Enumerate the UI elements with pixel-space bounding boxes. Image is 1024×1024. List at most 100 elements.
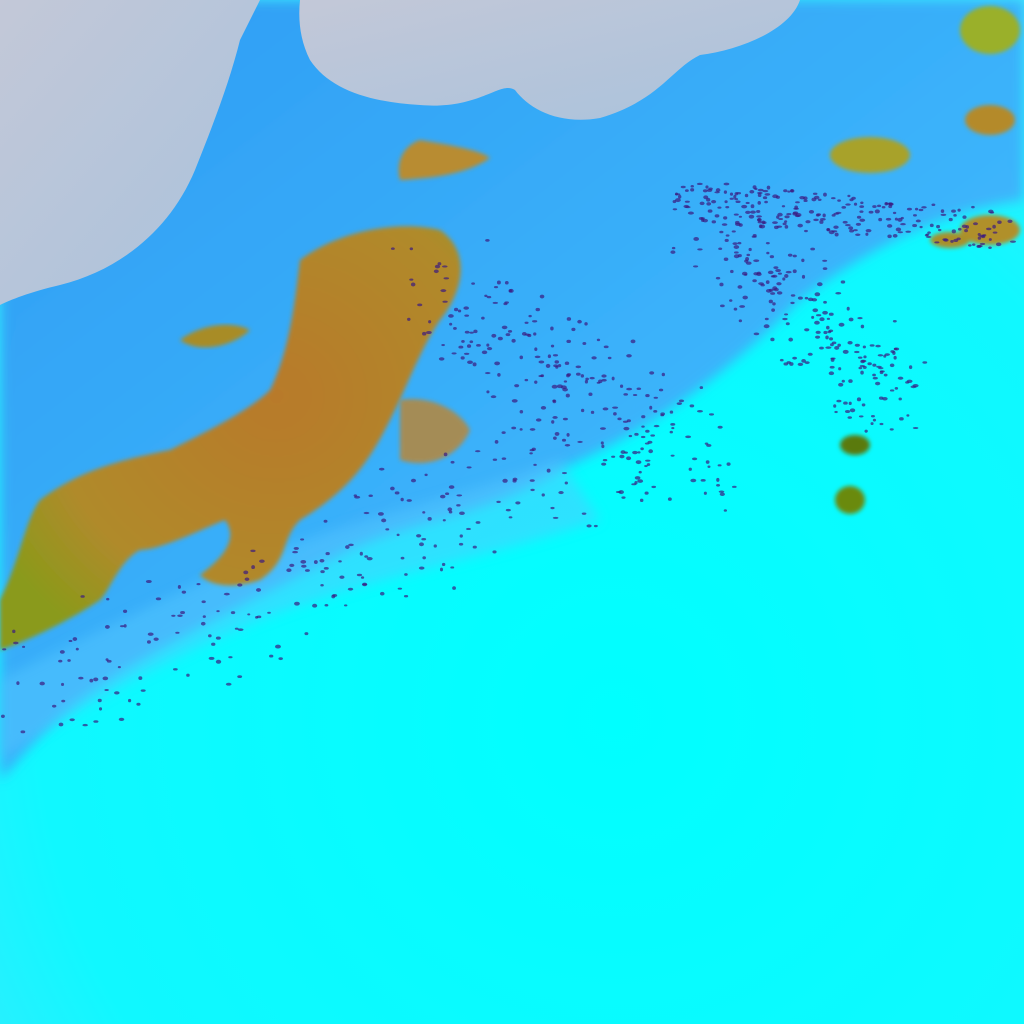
speckle [278,657,283,661]
speckle [776,291,783,295]
speckle [345,545,350,549]
speckle [422,511,426,514]
speckle [93,720,99,723]
speckle [93,677,99,682]
speckle [906,414,910,417]
speckle [200,621,206,626]
speckle [607,356,612,360]
speckle [843,401,848,405]
speckle [937,228,942,232]
speckle [874,381,881,386]
speckle [319,558,325,563]
speckle [466,344,472,348]
speckle [905,381,910,384]
speckle [940,209,945,213]
speckle [865,229,872,233]
speckle [626,456,632,461]
speckle [764,193,771,196]
speckle [442,300,448,303]
speckle [877,354,884,357]
speckle [155,597,162,601]
speckle [403,595,409,598]
speckle [684,189,689,192]
speckle [868,210,874,214]
speckle [379,591,385,596]
speckle [733,245,740,249]
speckle [140,689,146,692]
speckle [892,233,898,238]
speckle [658,388,664,392]
speckle [481,316,485,320]
speckle [601,462,607,466]
speckle [552,516,559,519]
speckle [742,295,748,300]
speckle [801,258,805,263]
speckle [104,624,110,629]
speckle [698,217,704,221]
speckle [737,241,742,245]
speckle [847,416,853,419]
speckle [830,357,836,360]
speckle [215,659,222,664]
speckle [768,288,774,292]
speckle [716,483,721,487]
speckle [790,294,796,297]
speckle [897,376,904,380]
speckle [404,573,408,576]
speckle [838,382,844,387]
speckle [20,730,26,734]
speckle [738,215,743,218]
speckle [293,546,299,550]
speckle [965,225,970,229]
speckle [16,681,20,686]
speckle [639,498,644,502]
speckle [416,534,422,538]
speckle [751,235,757,238]
speckle [708,413,715,416]
speckle [731,230,736,233]
speckle [763,324,770,329]
speckle [425,330,432,335]
speckle [331,594,336,599]
speckle [566,339,572,344]
speckle [848,226,854,230]
speckle [472,362,477,367]
speckle [223,592,230,596]
speckle [304,569,310,572]
speckle [865,232,869,236]
speckle [292,550,298,554]
speckle [555,365,559,369]
speckle [484,372,491,375]
speckle [433,544,437,548]
speckle [635,460,642,465]
speckle [756,210,761,214]
speckle [580,408,585,413]
speckle [603,345,609,349]
speckle [861,403,866,407]
speckle [748,214,755,219]
speckle [628,434,633,438]
speckle [366,556,373,561]
speckle [364,555,369,558]
speckle [706,202,712,206]
speckle [234,627,239,630]
speckle [925,233,930,236]
speckle [323,519,328,523]
speckle [651,485,657,489]
speckle [792,356,797,360]
speckle [775,195,780,199]
speckle [703,491,707,495]
speckle [775,268,781,273]
speckle [893,347,898,351]
speckle [300,538,305,541]
speckle [892,211,897,215]
speckle [797,296,803,300]
speckle [0,714,5,719]
speckle [825,335,829,340]
speckle [826,317,831,320]
speckle [900,223,906,226]
speckle [951,209,956,213]
speckle [729,192,734,196]
speckle [410,478,417,483]
